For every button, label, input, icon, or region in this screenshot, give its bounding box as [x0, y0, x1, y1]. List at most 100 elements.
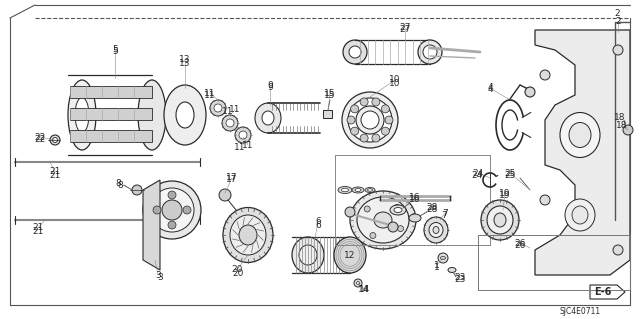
Circle shape — [540, 195, 550, 205]
Text: 28: 28 — [426, 204, 438, 212]
Circle shape — [226, 119, 234, 127]
Text: 11: 11 — [204, 88, 216, 98]
Circle shape — [438, 253, 448, 263]
Ellipse shape — [342, 92, 398, 148]
Polygon shape — [590, 285, 625, 299]
Ellipse shape — [68, 80, 96, 150]
Circle shape — [238, 213, 248, 223]
Text: 13: 13 — [179, 56, 191, 64]
Ellipse shape — [448, 268, 456, 272]
Text: 20: 20 — [231, 265, 243, 275]
Bar — [70, 130, 152, 142]
Ellipse shape — [409, 214, 421, 222]
Text: 5: 5 — [112, 46, 118, 55]
Circle shape — [50, 135, 60, 145]
Circle shape — [360, 134, 368, 142]
Circle shape — [219, 189, 231, 201]
Ellipse shape — [262, 111, 274, 125]
Ellipse shape — [239, 225, 257, 245]
Ellipse shape — [356, 106, 384, 134]
Text: 2: 2 — [614, 10, 620, 19]
Text: 14: 14 — [358, 286, 370, 294]
Ellipse shape — [433, 226, 439, 234]
Text: 19: 19 — [499, 189, 511, 197]
Ellipse shape — [394, 207, 402, 212]
Text: 14: 14 — [359, 286, 371, 294]
Text: 24: 24 — [472, 168, 484, 177]
Circle shape — [372, 98, 380, 106]
Text: 15: 15 — [324, 92, 336, 100]
Ellipse shape — [143, 181, 201, 239]
Polygon shape — [143, 180, 160, 270]
Bar — [335, 155, 490, 245]
Text: 7: 7 — [441, 211, 447, 219]
Text: SJC4E0711: SJC4E0711 — [559, 308, 600, 316]
Circle shape — [385, 116, 393, 124]
Circle shape — [347, 116, 355, 124]
Text: 25: 25 — [504, 168, 516, 177]
Text: 11: 11 — [234, 144, 246, 152]
Ellipse shape — [255, 103, 281, 133]
Text: 8: 8 — [115, 179, 121, 188]
Ellipse shape — [374, 212, 392, 228]
Text: 17: 17 — [227, 174, 237, 182]
Text: 23: 23 — [454, 276, 466, 285]
Circle shape — [349, 46, 361, 58]
Text: 18: 18 — [614, 114, 626, 122]
Ellipse shape — [299, 245, 317, 265]
Text: 21: 21 — [32, 227, 44, 236]
Ellipse shape — [354, 279, 362, 287]
Circle shape — [613, 45, 623, 55]
Text: 5: 5 — [112, 48, 118, 56]
Circle shape — [214, 104, 222, 112]
Circle shape — [364, 206, 370, 212]
Text: 27: 27 — [399, 24, 411, 33]
Circle shape — [235, 127, 251, 143]
Ellipse shape — [352, 187, 364, 193]
Circle shape — [168, 221, 176, 229]
Circle shape — [343, 40, 367, 64]
Text: 26: 26 — [515, 239, 525, 248]
Text: 11: 11 — [243, 140, 253, 150]
Circle shape — [153, 206, 161, 214]
Circle shape — [351, 105, 358, 113]
Circle shape — [210, 100, 226, 116]
Text: 11: 11 — [229, 106, 241, 115]
Bar — [70, 86, 152, 98]
Ellipse shape — [230, 215, 266, 255]
Ellipse shape — [494, 213, 506, 227]
Circle shape — [388, 222, 398, 232]
Ellipse shape — [357, 197, 409, 243]
Ellipse shape — [342, 188, 349, 192]
Ellipse shape — [355, 189, 361, 191]
Ellipse shape — [367, 189, 372, 191]
Text: 6: 6 — [315, 218, 321, 226]
Circle shape — [397, 226, 404, 232]
Text: 22: 22 — [35, 132, 45, 142]
Bar — [70, 108, 152, 120]
Text: 22: 22 — [35, 136, 45, 145]
Text: 20: 20 — [232, 269, 244, 278]
Text: 9: 9 — [267, 84, 273, 93]
Circle shape — [52, 137, 58, 143]
Ellipse shape — [487, 206, 513, 234]
Text: 25: 25 — [504, 170, 516, 180]
Ellipse shape — [164, 85, 206, 145]
Text: 17: 17 — [227, 175, 237, 184]
Ellipse shape — [150, 188, 194, 232]
Circle shape — [394, 204, 400, 210]
Text: 16: 16 — [409, 196, 420, 204]
Text: 15: 15 — [324, 90, 336, 99]
Text: 4: 4 — [487, 84, 493, 93]
Circle shape — [360, 98, 368, 106]
Text: 1: 1 — [434, 263, 440, 272]
Text: 28: 28 — [426, 205, 438, 214]
Text: 18: 18 — [616, 122, 628, 130]
Ellipse shape — [334, 237, 366, 273]
Text: 24: 24 — [472, 170, 483, 180]
Bar — [478, 235, 630, 290]
Circle shape — [370, 233, 376, 239]
Circle shape — [525, 87, 535, 97]
Ellipse shape — [292, 237, 324, 273]
Ellipse shape — [572, 206, 588, 224]
